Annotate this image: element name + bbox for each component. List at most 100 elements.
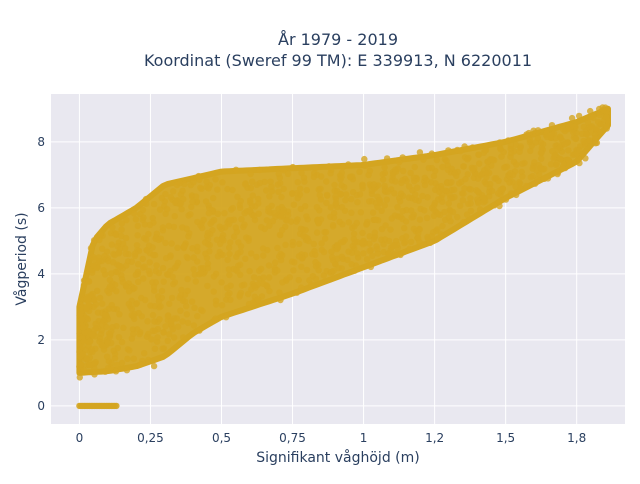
scatter-point	[190, 266, 197, 273]
scatter-point	[205, 185, 212, 192]
scatter-point	[166, 331, 173, 338]
scatter-point	[464, 171, 471, 178]
scatter-point	[552, 135, 559, 142]
scatter-point	[190, 322, 198, 329]
scatter-point	[194, 313, 201, 320]
scatter-point	[517, 144, 524, 152]
scatter-point	[370, 235, 378, 243]
scatter-point	[128, 312, 135, 319]
scatter-point	[394, 204, 401, 211]
scatter-point	[274, 267, 281, 274]
scatter-point	[289, 238, 296, 246]
scatter-point	[361, 162, 369, 169]
scatter-point	[587, 107, 594, 115]
scatter-point	[265, 205, 272, 212]
scatter-point	[280, 167, 288, 174]
scatter-point	[348, 209, 355, 216]
scatter-point	[476, 160, 483, 167]
scatter-point	[184, 275, 191, 283]
scatter-point	[566, 161, 573, 168]
scatter-point	[376, 196, 383, 204]
scatter-point	[153, 262, 160, 269]
scatter-point	[328, 248, 335, 255]
scatter-point	[158, 194, 165, 202]
scatter-point	[497, 146, 504, 153]
scatter-point	[421, 181, 429, 189]
scatter-point	[196, 176, 203, 183]
scatter-point	[113, 361, 121, 369]
scatter-point	[290, 267, 297, 274]
scatter-point	[251, 282, 258, 290]
scatter-point	[564, 126, 572, 133]
scatter-point	[366, 167, 374, 174]
scatter-point	[226, 250, 233, 258]
scatter-point	[416, 216, 424, 223]
scatter-point	[233, 253, 240, 260]
scatter-point	[225, 266, 232, 273]
scatter-point	[396, 158, 403, 166]
scatter-point	[226, 244, 233, 251]
scatter-point	[114, 268, 122, 276]
scatter-point	[180, 243, 188, 250]
scatter-point	[371, 229, 378, 236]
scatter-point	[359, 229, 366, 237]
scatter-point	[325, 163, 333, 170]
scatter-point	[445, 214, 453, 221]
scatter-point	[475, 151, 482, 158]
scatter-point	[519, 160, 526, 167]
scatter-point	[155, 298, 163, 305]
scatter-point	[131, 250, 139, 257]
scatter-point	[330, 267, 337, 275]
scatter-point	[537, 139, 545, 146]
scatter-point	[178, 206, 185, 213]
scatter-point	[146, 270, 153, 277]
scatter-point	[85, 278, 93, 285]
scatter-point	[399, 154, 406, 161]
scatter-point	[97, 335, 104, 342]
scatter-point	[303, 187, 310, 194]
scatter-point	[118, 338, 126, 346]
scatter-point	[180, 334, 187, 341]
scatter-point	[141, 263, 148, 270]
scatter-point	[140, 214, 147, 221]
scatter-point	[408, 214, 415, 221]
scatter-point	[480, 199, 487, 206]
scatter-point	[593, 139, 601, 146]
scatter-point	[218, 302, 226, 309]
scatter-point	[231, 233, 238, 240]
scatter-point	[84, 316, 92, 323]
scatter-point	[118, 226, 125, 233]
scatter-point	[549, 148, 556, 155]
scatter-point	[159, 224, 167, 231]
scatter-point	[358, 239, 365, 246]
scatter-point	[230, 265, 237, 273]
scatter-point	[576, 146, 583, 154]
scatter-point	[151, 318, 158, 325]
scatter-point	[227, 296, 234, 304]
scatter-point	[381, 164, 388, 171]
scatter-point	[205, 210, 213, 217]
scatter-point	[335, 264, 342, 272]
scatter-point	[150, 251, 157, 259]
scatter-point	[115, 262, 123, 270]
scatter-point	[266, 193, 273, 200]
scatter-point	[431, 206, 438, 214]
scatter-point	[580, 137, 587, 145]
scatter-point	[122, 283, 130, 290]
scatter-point	[533, 176, 541, 183]
scatter-point	[450, 186, 458, 193]
scatter-point	[392, 178, 399, 185]
scatter-point	[498, 153, 505, 160]
scatter-point	[284, 170, 292, 178]
scatter-point	[411, 163, 418, 171]
scatter-point	[177, 307, 184, 314]
scatter-point	[94, 309, 102, 316]
scatter-point	[323, 267, 330, 275]
scatter-point	[378, 207, 385, 214]
scatter-point	[460, 190, 467, 197]
scatter-point	[90, 262, 97, 269]
scatter-point	[274, 244, 281, 252]
scatter-point	[348, 195, 355, 203]
scatter-point	[91, 371, 98, 378]
